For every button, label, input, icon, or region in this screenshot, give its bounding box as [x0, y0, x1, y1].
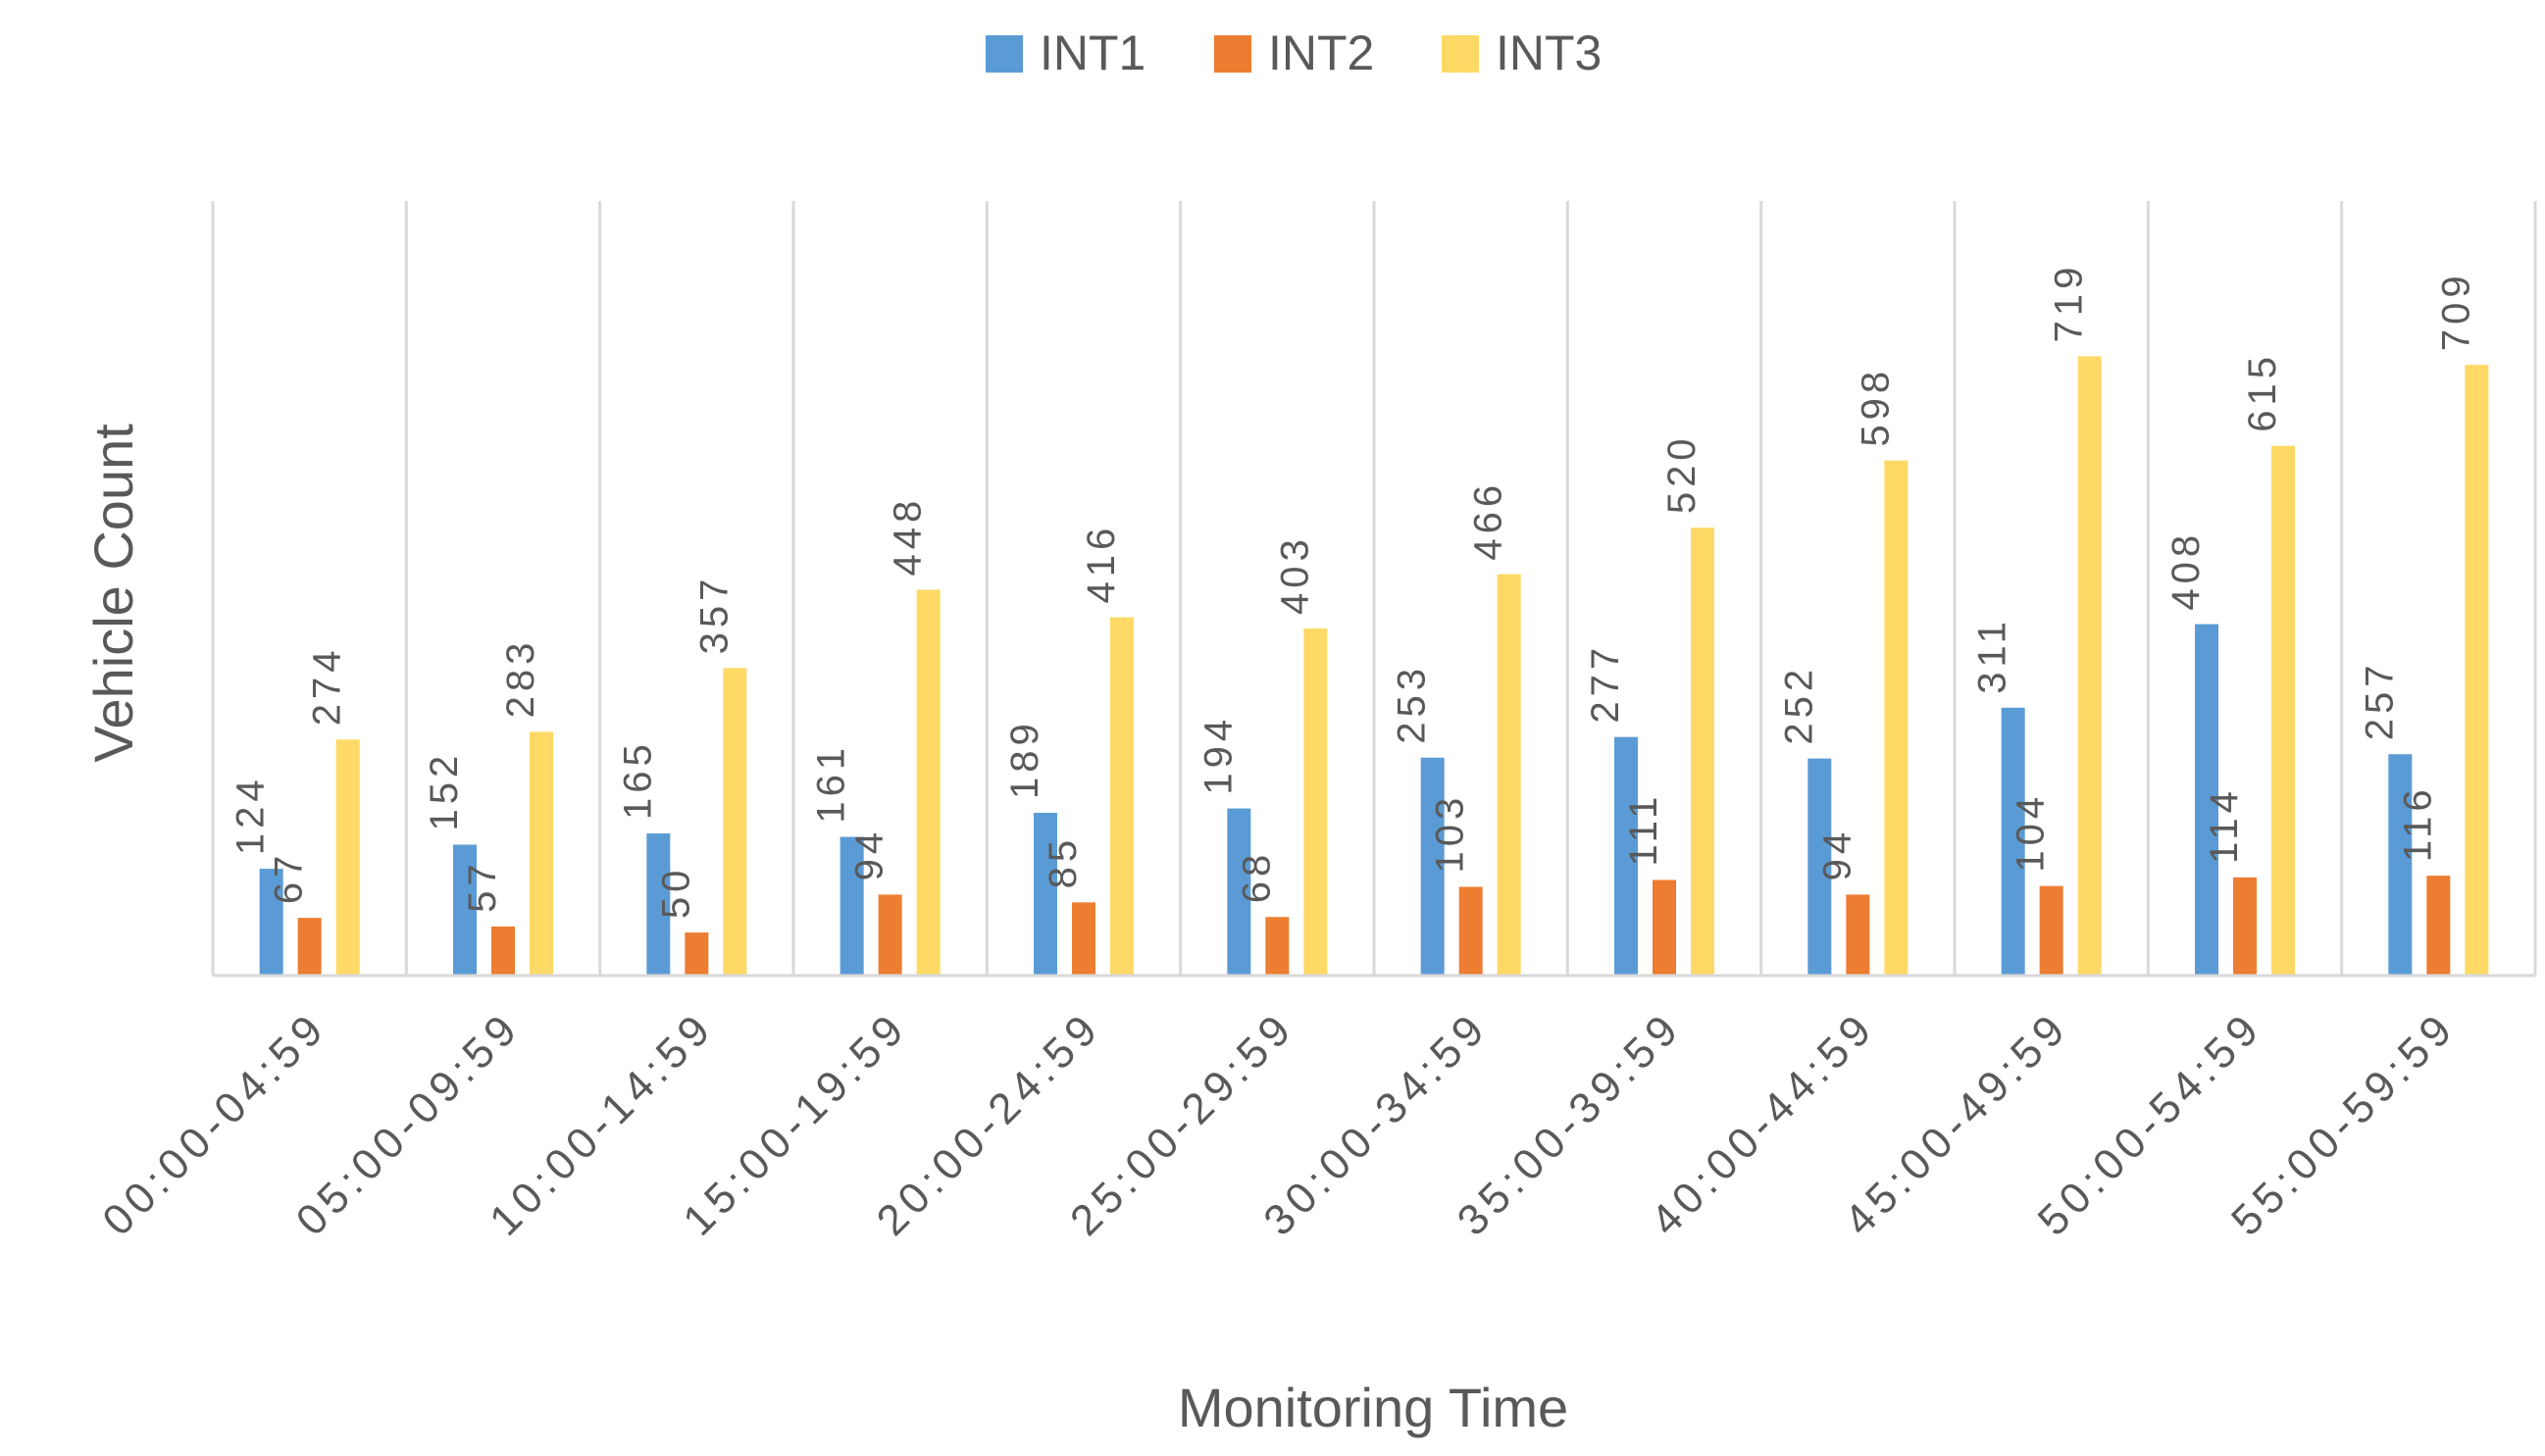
bar-int2-7: [1653, 879, 1676, 976]
legend-swatch-int1: [986, 35, 1023, 73]
bar-int3-8: [1884, 460, 1909, 977]
data-label-int2-0: 67: [268, 851, 311, 905]
data-label-int1-5: 194: [1196, 715, 1240, 795]
bar-int1-5: [1227, 808, 1251, 976]
data-label-int2-11: 116: [2396, 784, 2439, 862]
bar-int2-9: [2039, 885, 2063, 976]
bar-int3-1: [530, 731, 553, 976]
data-label-int3-4: 416: [1080, 524, 1123, 604]
legend-label-int2: INT2: [1268, 25, 1374, 80]
legend-swatch-int2: [1214, 35, 1251, 73]
bar-int3-5: [1303, 628, 1328, 976]
category-gridlines: [211, 201, 2537, 976]
bar-int2-5: [1265, 917, 1290, 976]
data-label-int3-6: 466: [1467, 480, 1510, 561]
data-label-int2-3: 94: [848, 828, 891, 881]
bar-int3-0: [335, 739, 360, 976]
data-label-int1-8: 252: [1777, 665, 1820, 745]
bar-int2-1: [491, 926, 515, 976]
data-label-int1-2: 165: [616, 739, 659, 820]
bar-int3-3: [916, 589, 941, 976]
bar-int2-0: [297, 918, 322, 976]
bar-int3-11: [2465, 365, 2489, 976]
bar-int1-1: [453, 844, 477, 976]
data-label-int3-5: 403: [1273, 534, 1316, 615]
data-label-int1-11: 257: [2358, 660, 2401, 740]
data-label-int1-0: 124: [229, 775, 273, 855]
bar-int1-10: [2195, 624, 2218, 976]
data-label-int3-0: 274: [306, 646, 349, 727]
bar-int2-2: [685, 932, 709, 976]
data-label-int1-4: 189: [1003, 719, 1046, 799]
data-label-int3-7: 520: [1660, 433, 1704, 514]
data-label-int1-9: 311: [1971, 617, 2014, 694]
bars: [259, 356, 2489, 977]
data-label-int3-2: 357: [692, 575, 736, 655]
data-label-int1-7: 277: [1584, 643, 1627, 724]
data-label-int2-4: 85: [1042, 835, 1085, 889]
data-label-int2-6: 103: [1429, 793, 1472, 874]
bar-int2-11: [2426, 876, 2451, 976]
data-label-int2-8: 94: [1815, 828, 1858, 881]
bar-int2-4: [1072, 902, 1095, 976]
bar-int2-3: [878, 894, 902, 976]
data-label-int3-11: 709: [2434, 271, 2477, 351]
data-label-int2-9: 104: [2010, 792, 2053, 873]
data-label-int3-10: 615: [2241, 352, 2284, 432]
bar-int3-7: [1691, 527, 1714, 976]
bar-int1-6: [1420, 757, 1445, 976]
bar-int1-11: [2388, 754, 2413, 976]
legend-label-int1: INT1: [1040, 25, 1145, 80]
data-label-int2-1: 57: [461, 859, 504, 913]
x-tick-labels: 00:00-04:5905:00-09:5910:00-14:5915:00-1…: [93, 1002, 2465, 1244]
bar-int3-10: [2271, 445, 2295, 976]
legend-swatch-int3: [1442, 35, 1479, 73]
legend-label-int3: INT3: [1496, 25, 1602, 80]
bar-int1-3: [840, 836, 864, 976]
x-axis-title: Monitoring Time: [1178, 1377, 1568, 1438]
data-label-int1-3: 161: [810, 743, 853, 824]
bar-int3-4: [1110, 617, 1134, 976]
bar-int1-0: [259, 869, 283, 976]
bar-int3-9: [2077, 356, 2102, 976]
data-label-int1-1: 152: [423, 751, 466, 831]
data-label-int3-3: 448: [887, 496, 930, 577]
legend: INT1 INT2 INT3: [986, 25, 1602, 80]
bar-int1-4: [1034, 812, 1057, 976]
bar-int2-10: [2233, 877, 2257, 976]
data-label-int3-8: 598: [1854, 367, 1897, 447]
bar-int1-9: [2001, 707, 2025, 976]
data-label-int3-1: 283: [499, 638, 542, 719]
data-label-int1-6: 253: [1391, 664, 1434, 744]
y-axis-title: Vehicle Count: [82, 424, 144, 763]
data-labels: 1246727415257283165503571619444818985416…: [229, 263, 2478, 919]
bar-int1-2: [646, 833, 671, 976]
bar-int1-7: [1614, 736, 1638, 976]
bar-int2-8: [1846, 894, 1870, 976]
bar-int3-6: [1497, 574, 1521, 976]
bar-int3-2: [723, 668, 747, 976]
data-label-int2-5: 68: [1235, 850, 1278, 904]
data-label-int2-2: 50: [654, 866, 697, 920]
bar-int1-8: [1807, 758, 1832, 976]
data-label-int2-7: 111: [1622, 792, 1665, 867]
bar-int2-6: [1458, 886, 1483, 976]
data-label-int1-10: 408: [2164, 530, 2208, 611]
data-label-int2-10: 114: [2203, 786, 2246, 864]
data-label-int3-9: 719: [2048, 263, 2091, 343]
